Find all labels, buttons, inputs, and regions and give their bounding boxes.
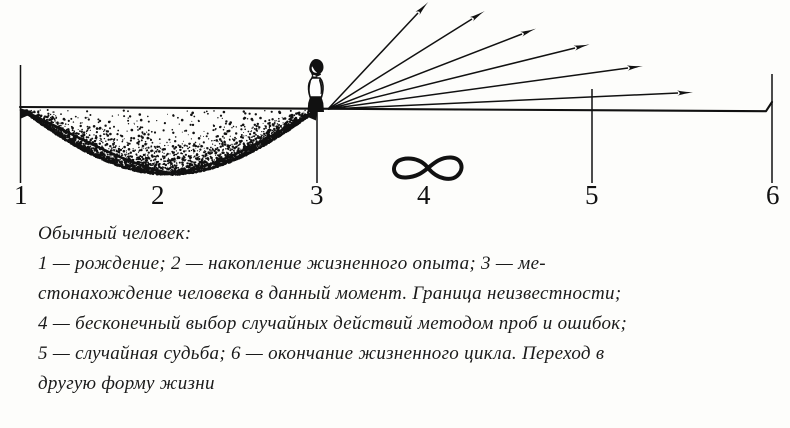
svg-text:4: 4 (417, 180, 431, 210)
svg-text:2: 2 (151, 180, 165, 210)
svg-text:3: 3 (310, 180, 324, 210)
svg-text:5: 5 (585, 180, 599, 210)
svg-text:1: 1 (14, 180, 28, 210)
svg-text:6: 6 (766, 180, 780, 210)
